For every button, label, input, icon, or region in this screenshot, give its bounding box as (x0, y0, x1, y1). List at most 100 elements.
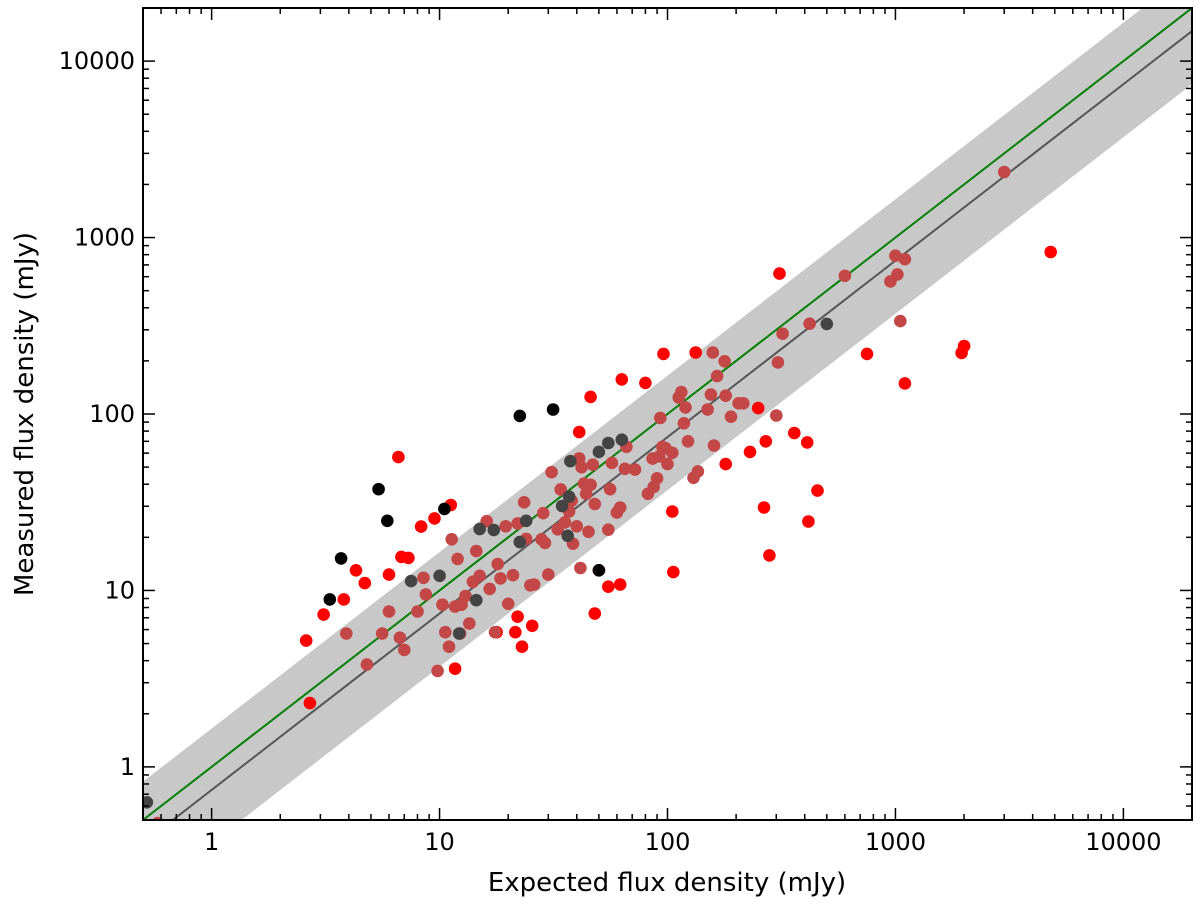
gray-point (615, 433, 629, 447)
red-point (615, 373, 629, 386)
faded-red-point (527, 578, 541, 591)
red-point (511, 610, 524, 623)
x-tick-label: 10 (424, 828, 455, 856)
faded-red-point (445, 533, 459, 546)
red-point (382, 568, 396, 581)
gray-point (513, 535, 527, 549)
red-point (515, 640, 529, 653)
gray-point (820, 317, 834, 331)
black-point (546, 403, 560, 416)
faded-red-point (491, 557, 505, 571)
red-point (392, 450, 405, 464)
gray-point (592, 445, 606, 459)
black-point (438, 502, 451, 516)
faded-red-point (538, 536, 552, 550)
red-point (759, 435, 773, 448)
faded-red-point (584, 478, 597, 492)
gray-point (561, 529, 574, 543)
faded-red-point (586, 458, 600, 472)
x-tick-label: 1 (204, 828, 219, 856)
faded-red-point (770, 409, 783, 422)
faded-red-point (417, 571, 430, 585)
red-point (509, 625, 522, 639)
faded-red-point (706, 346, 720, 359)
plot-frame (142, 7, 1193, 821)
black-point (513, 409, 527, 423)
red-point (1044, 245, 1057, 259)
red-point (525, 619, 539, 633)
gray-point (602, 436, 615, 450)
red-point (588, 607, 602, 620)
faded-red-point (628, 463, 642, 476)
black-point (381, 514, 394, 528)
faded-red-point (570, 520, 584, 533)
faded-red-point (701, 403, 714, 416)
faded-red-point (463, 617, 476, 630)
faded-red-point (411, 605, 424, 618)
y-axis-label: Measured flux density (mJy) (10, 232, 40, 596)
y-tick-label: 100 (89, 400, 135, 428)
faded-red-point (517, 496, 531, 509)
faded-red-point (650, 472, 664, 485)
x-tick-label: 100 (645, 828, 691, 856)
faded-red-point (707, 439, 721, 452)
faded-red-point (838, 269, 852, 283)
faded-red-point (677, 417, 691, 430)
faded-red-point (436, 598, 449, 611)
faded-red-point (393, 631, 407, 644)
gray-point (555, 499, 569, 513)
faded-red-point (776, 327, 789, 341)
faded-red-point (473, 569, 487, 583)
faded-red-point (679, 401, 692, 414)
red-point (802, 515, 815, 528)
faded-red-point (898, 252, 912, 266)
red-point (317, 608, 330, 621)
faded-red-point (554, 483, 567, 496)
x-tick-label: 1000 (865, 828, 926, 856)
faded-red-point (483, 582, 497, 596)
gray-point (404, 574, 418, 588)
faded-red-point (558, 516, 572, 529)
red-point (303, 696, 317, 710)
faded-red-point (675, 385, 688, 399)
faded-red-point (501, 597, 515, 611)
red-point (898, 377, 912, 390)
gray-point (562, 490, 576, 504)
faded-red-point (470, 544, 483, 558)
red-point (860, 347, 874, 361)
red-point (788, 426, 801, 440)
red-point (402, 551, 415, 565)
red-point (757, 501, 771, 514)
black-point (323, 593, 337, 606)
faded-red-point (439, 625, 452, 639)
red-point (414, 520, 428, 533)
faded-red-point (613, 501, 627, 514)
red-point (337, 593, 351, 606)
faded-red-point (499, 520, 512, 533)
black-point (372, 482, 385, 496)
faded-red-point (681, 435, 695, 448)
red-point (572, 425, 586, 439)
faded-red-point (459, 589, 472, 603)
gray-point (487, 523, 501, 537)
faded-red-point (398, 643, 411, 657)
faded-red-point (575, 461, 588, 474)
faded-red-point (602, 523, 615, 536)
y-tick-label: 1000 (74, 224, 135, 252)
red-point (957, 339, 971, 353)
faded-red-point (545, 465, 558, 479)
red-point (773, 267, 786, 280)
red-point (719, 457, 732, 471)
red-point (448, 662, 462, 675)
gray-point (470, 593, 483, 607)
faded-red-point (340, 627, 353, 640)
red-point (657, 347, 670, 361)
faded-red-point (724, 410, 738, 424)
gray-point (433, 569, 446, 583)
red-point (584, 390, 597, 404)
red-point (349, 564, 363, 577)
faded-red-point (451, 552, 464, 566)
faded-red-point (488, 625, 502, 639)
red-point (751, 401, 765, 415)
faded-red-point (889, 249, 902, 262)
